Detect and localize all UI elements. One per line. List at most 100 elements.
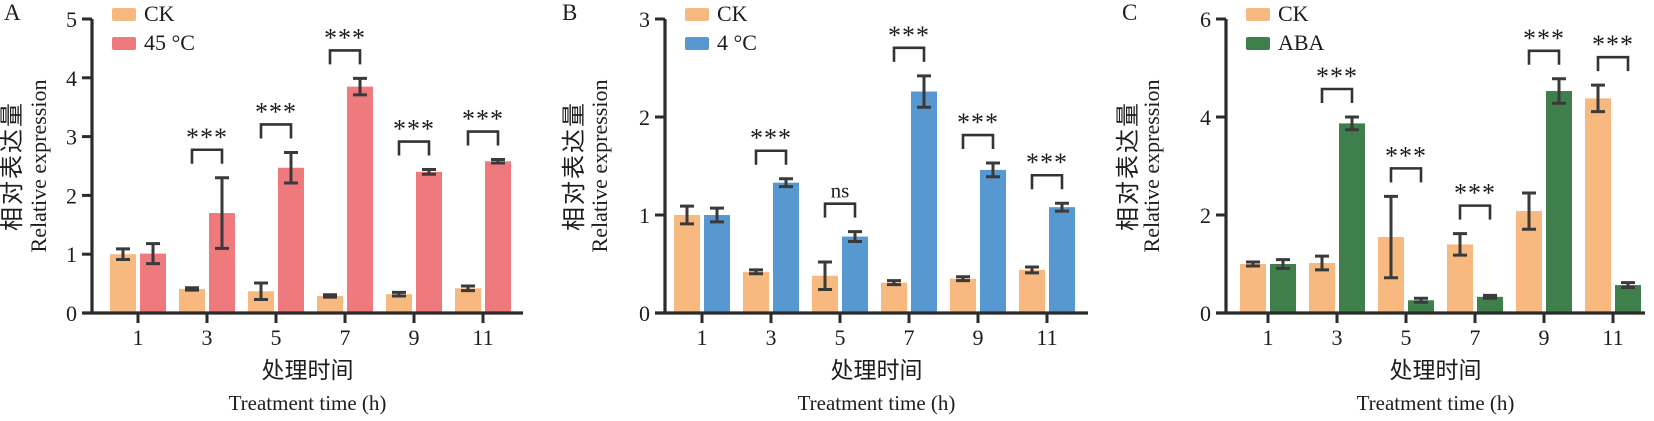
y-tick-label: 6 bbox=[1200, 7, 1211, 32]
y-tick-label: 3 bbox=[66, 125, 77, 150]
x-tick-label: 1 bbox=[1263, 325, 1274, 350]
bar-4°C-1h bbox=[704, 215, 730, 313]
bar-CK-1h bbox=[1240, 264, 1266, 313]
panel-a: *** *** *** *** *** 0 1 2 3 4 5 1 3 5 7 9 11 处理时间 Treatmen… bbox=[0, 0, 551, 421]
error-bar bbox=[1025, 265, 1039, 275]
x-tick-label: 9 bbox=[409, 325, 420, 350]
legend-swatch-4°C bbox=[685, 37, 709, 50]
x-axis-title-en: Treatment time (h) bbox=[798, 391, 956, 415]
bar-ABA-7h bbox=[1477, 296, 1503, 313]
error-bar bbox=[185, 286, 199, 292]
sig-label: *** bbox=[393, 115, 435, 144]
error-bar bbox=[917, 74, 931, 109]
x-axis-title-zh: 处理时间 bbox=[262, 358, 354, 383]
error-bar bbox=[986, 161, 1000, 179]
x-tick-label: 3 bbox=[202, 325, 213, 350]
legend-label: 45 °C bbox=[144, 30, 195, 55]
sig-bracket bbox=[466, 130, 500, 146]
panel-letter: C bbox=[1122, 0, 1137, 25]
x-tick-label: 5 bbox=[835, 325, 846, 350]
bar-ABA-3h bbox=[1339, 123, 1365, 314]
sig-bracket bbox=[190, 148, 224, 164]
sig-label: ns bbox=[831, 179, 850, 203]
error-bar bbox=[710, 206, 724, 224]
y-axis-title-en: Relative expression bbox=[587, 80, 612, 253]
x-tick-label: 9 bbox=[1539, 325, 1550, 350]
error-bar bbox=[461, 284, 475, 293]
legend-swatch-CK bbox=[685, 8, 709, 21]
sig-bracket bbox=[754, 149, 788, 165]
bar-45°C-11h bbox=[485, 161, 511, 313]
x-tick-label: 7 bbox=[340, 325, 351, 350]
error-bar bbox=[353, 76, 367, 97]
y-tick-label: 0 bbox=[639, 301, 650, 326]
bar-CK-1h bbox=[674, 215, 700, 313]
x-tick-label: 3 bbox=[1332, 325, 1343, 350]
bar-4°C-5h bbox=[842, 236, 868, 313]
x-axis-title-zh: 处理时间 bbox=[831, 358, 923, 383]
legend-swatch-ABA bbox=[1246, 37, 1270, 50]
error-bar bbox=[284, 150, 298, 185]
error-bar bbox=[215, 176, 229, 250]
y-axis-title-zh: 相对表达量 bbox=[561, 101, 588, 231]
x-axis-title-en: Treatment time (h) bbox=[1357, 391, 1515, 415]
y-tick-label: 3 bbox=[639, 7, 650, 32]
sig-label: *** bbox=[1316, 62, 1358, 91]
sig-bracket bbox=[1389, 167, 1423, 183]
sig-bracket bbox=[1596, 55, 1630, 72]
sig-label: *** bbox=[1026, 148, 1068, 177]
legend-label: CK bbox=[144, 1, 175, 26]
y-tick-label: 4 bbox=[66, 66, 77, 91]
bar-4°C-11h bbox=[1049, 207, 1075, 313]
error-bar bbox=[116, 247, 130, 261]
sig-label: *** bbox=[1523, 24, 1565, 53]
error-bar bbox=[1246, 260, 1260, 268]
x-tick-label: 1 bbox=[697, 325, 708, 350]
y-axis-title-zh: 相对表达量 bbox=[0, 101, 26, 231]
bar-CK-11h bbox=[1585, 98, 1611, 313]
error-bar bbox=[848, 230, 862, 243]
sig-label: *** bbox=[186, 123, 228, 152]
x-tick-label: 11 bbox=[1036, 325, 1057, 350]
bar-CK-9h bbox=[950, 278, 976, 313]
error-bar bbox=[254, 281, 268, 301]
error-bar bbox=[146, 242, 160, 266]
sig-label: *** bbox=[1592, 30, 1634, 59]
legend-swatch-45°C bbox=[112, 37, 136, 50]
sig-bracket bbox=[1527, 49, 1561, 65]
y-tick-label: 2 bbox=[639, 105, 650, 130]
error-bar bbox=[1621, 281, 1635, 290]
x-tick-label: 7 bbox=[904, 325, 915, 350]
bar-CK-1h bbox=[110, 254, 136, 313]
error-bar bbox=[1384, 194, 1398, 280]
error-bar bbox=[1315, 254, 1329, 272]
error-bar bbox=[1414, 296, 1428, 304]
y-tick-label: 1 bbox=[66, 242, 77, 267]
error-bar bbox=[1522, 191, 1536, 231]
y-tick-label: 1 bbox=[639, 203, 650, 228]
bar-CK-5h bbox=[248, 291, 274, 313]
x-axis-title-en: Treatment time (h) bbox=[229, 391, 387, 415]
bar-ABA-11h bbox=[1615, 285, 1641, 313]
bar-4°C-9h bbox=[980, 169, 1006, 313]
error-bar bbox=[422, 168, 436, 176]
panel-c-chart: *** *** *** *** *** 0 2 4 6 1 3 5 7 9 11 处理时间 Treatment … bbox=[1115, 0, 1645, 415]
y-tick-label: 5 bbox=[66, 7, 77, 32]
bar-CK-7h bbox=[881, 282, 907, 313]
x-tick-label: 7 bbox=[1470, 325, 1481, 350]
bar-CK-3h bbox=[179, 288, 205, 313]
sig-label: *** bbox=[957, 108, 999, 137]
sig-label: *** bbox=[888, 21, 930, 50]
bar-CK-7h bbox=[317, 295, 343, 313]
x-tick-label: 11 bbox=[472, 325, 493, 350]
bar-4°C-7h bbox=[911, 91, 937, 314]
legend-label: ABA bbox=[1278, 30, 1325, 55]
legend-label: 4 °C bbox=[717, 30, 757, 55]
sig-bracket bbox=[961, 133, 995, 150]
y-tick-label: 2 bbox=[66, 183, 77, 208]
y-tick-label: 0 bbox=[66, 301, 77, 326]
sig-bracket bbox=[1030, 173, 1064, 190]
x-tick-label: 9 bbox=[973, 325, 984, 350]
legend-label: CK bbox=[717, 1, 748, 26]
